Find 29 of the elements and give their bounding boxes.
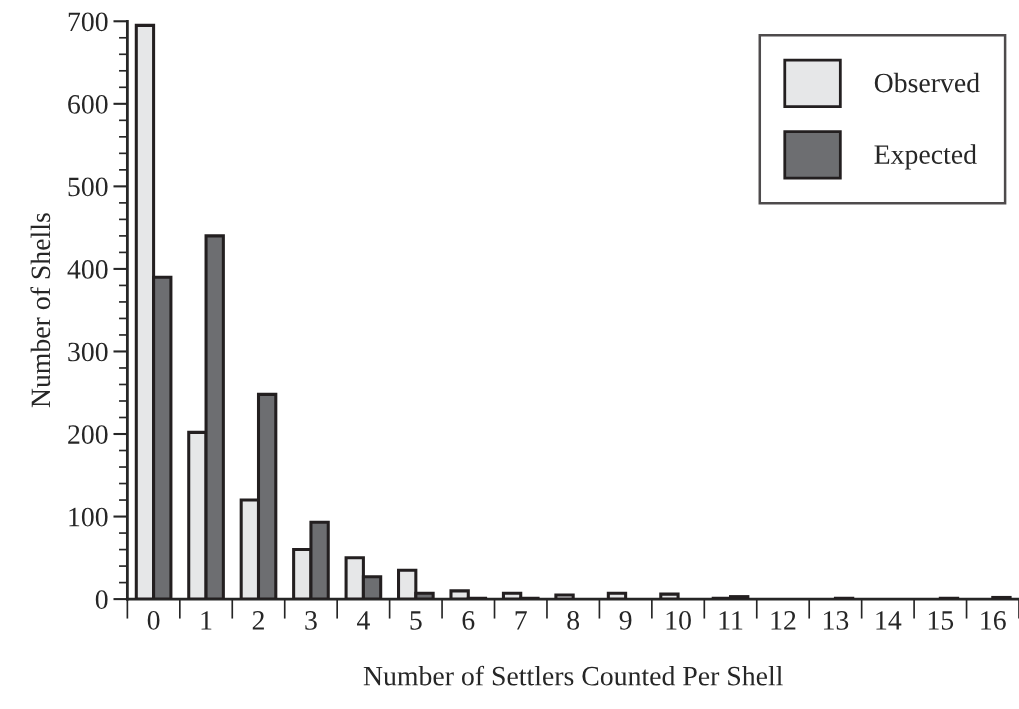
x-tick-label: 15 bbox=[928, 611, 954, 630]
x-tick-label: 1 bbox=[201, 611, 212, 630]
y-tick-label: 100 bbox=[69, 507, 108, 527]
x-tick-label: 13 bbox=[823, 611, 849, 630]
x-tick-label: 16 bbox=[981, 611, 1006, 630]
x-tick-label: 14 bbox=[876, 611, 902, 630]
y-tick-label: 400 bbox=[67, 260, 108, 279]
x-tick-label: 9 bbox=[619, 611, 632, 630]
x-tick-label: 2 bbox=[252, 611, 264, 630]
x-tick-label: 3 bbox=[305, 611, 317, 630]
legend-label: Observed bbox=[874, 72, 980, 93]
x-tick-label: 11 bbox=[719, 611, 743, 630]
x-tick-label: 12 bbox=[771, 611, 796, 630]
x-tick-label: 4 bbox=[356, 611, 370, 630]
y-tick-label: 600 bbox=[68, 94, 108, 114]
legend-label: Expected bbox=[874, 144, 977, 170]
y-tick-label: 700 bbox=[68, 12, 108, 32]
x-tick-label: 0 bbox=[147, 611, 160, 630]
y-tick-label: 500 bbox=[68, 177, 108, 197]
x-tick-label: 10 bbox=[666, 611, 691, 630]
y-axis-title: Number of Shells bbox=[30, 213, 51, 408]
y-tick-label: 200 bbox=[68, 425, 108, 444]
x-tick-label: 6 bbox=[462, 611, 475, 630]
y-tick-label: 0 bbox=[95, 590, 108, 610]
x-tick-label: 7 bbox=[515, 611, 527, 630]
x-tick-label: 8 bbox=[567, 611, 580, 630]
x-tick-label: 5 bbox=[410, 611, 422, 630]
x-axis-title: Number of Settlers Counted Per Shell bbox=[363, 665, 783, 686]
y-tick-label: 300 bbox=[68, 342, 108, 362]
